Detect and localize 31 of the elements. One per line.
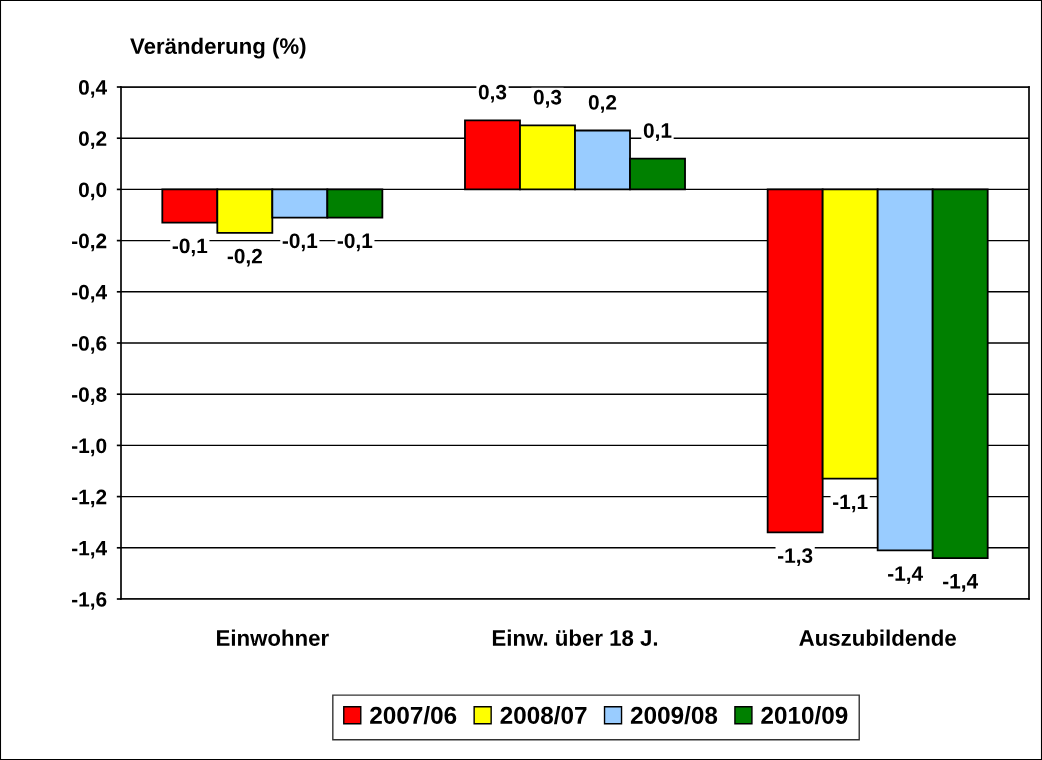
- legend-label: 2010/09: [761, 706, 848, 725]
- data-label: -1,3: [778, 548, 813, 567]
- data-label: -0,1: [282, 233, 318, 252]
- data-label: 0,3: [533, 89, 562, 108]
- data-label: -0,2: [227, 248, 262, 267]
- y-axis-title: Veränderung (%): [130, 37, 306, 59]
- y-tick-label: -0,6: [72, 336, 107, 354]
- y-tick-label: -0,8: [72, 387, 107, 405]
- x-tick-label: Auszubildende: [799, 629, 956, 646]
- y-tick-label: -1,6: [72, 592, 107, 610]
- x-tick-label: Einwohner: [217, 629, 329, 646]
- data-label: -1,1: [833, 494, 868, 513]
- y-tick-label: 0,4: [78, 80, 107, 98]
- data-label: -0,1: [337, 233, 373, 252]
- y-tick-label: 0,0: [78, 182, 107, 201]
- data-label: 0,3: [478, 84, 507, 103]
- y-tick-label: 0,2: [78, 131, 107, 149]
- data-label: -1,4: [888, 566, 924, 584]
- data-label: -1,4: [943, 574, 979, 592]
- x-tick-label: Einw. über 18 J.: [492, 629, 658, 646]
- y-tick-label: -1,2: [72, 489, 107, 508]
- data-label: 0,2: [588, 94, 617, 113]
- legend-label: 2007/06: [370, 706, 457, 725]
- data-label: -0,1: [172, 238, 208, 257]
- legend-label: 2008/07: [500, 706, 587, 725]
- y-tick-label: -0,4: [72, 284, 107, 303]
- data-label: 0,1: [643, 123, 672, 141]
- legend-label: 2009/08: [630, 706, 718, 725]
- y-tick-label: -1,0: [72, 438, 107, 457]
- y-tick-label: -0,2: [72, 233, 107, 252]
- y-tick-label: -1,4: [72, 541, 107, 559]
